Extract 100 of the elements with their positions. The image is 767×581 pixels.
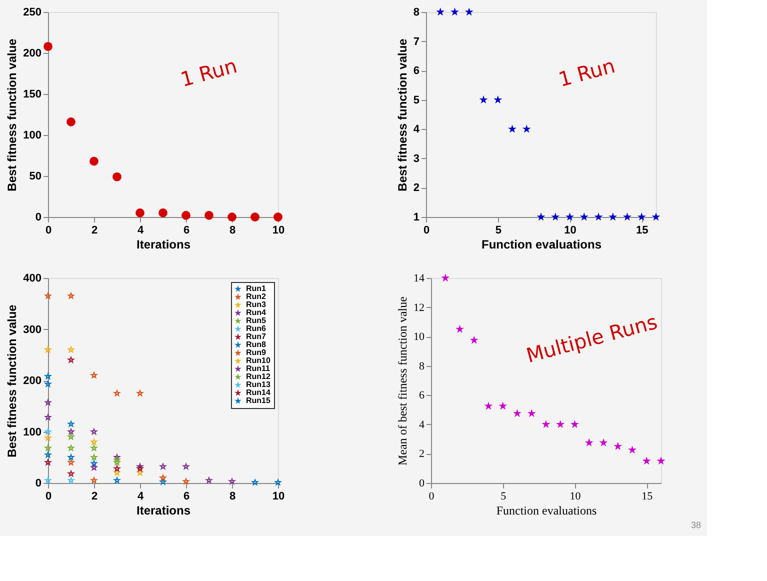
x-tick-label: 10 — [564, 224, 576, 236]
y-tick-label: 4 — [419, 418, 425, 431]
point — [68, 428, 74, 434]
x-tick-label: 6 — [183, 490, 190, 502]
point — [160, 463, 166, 470]
point — [182, 463, 190, 470]
y-tick-label: 0 — [35, 212, 42, 224]
point — [656, 456, 666, 465]
point — [580, 212, 588, 221]
point — [628, 446, 637, 454]
y-tick-label: 400 — [23, 272, 42, 284]
point — [536, 212, 546, 221]
point — [114, 390, 120, 396]
point — [68, 356, 74, 363]
point — [68, 444, 74, 451]
y-tick-label: 8 — [413, 6, 420, 18]
point — [136, 390, 144, 396]
y-axis-title: Best fitness function value — [5, 304, 20, 458]
legend-label: Run11 — [246, 364, 271, 373]
text: 38 — [690, 520, 702, 530]
point — [114, 477, 120, 484]
point — [44, 346, 52, 352]
point — [136, 463, 144, 470]
point — [44, 373, 52, 380]
point — [182, 478, 190, 484]
y-tick-label: 0 — [35, 478, 42, 490]
y-tick-label: 3 — [413, 152, 420, 165]
point — [527, 408, 536, 418]
point — [44, 459, 52, 466]
point — [68, 346, 74, 352]
y-tick-label: 150 — [23, 88, 42, 100]
y-tick-label: 8 — [419, 360, 425, 372]
point — [44, 399, 52, 406]
y-tick-label: 2 — [413, 182, 420, 194]
x-tick-label: 15 — [636, 224, 648, 236]
point — [44, 414, 52, 420]
point — [44, 380, 52, 387]
legend-label: Run1 — [246, 284, 267, 293]
legend-label: Run2 — [246, 292, 267, 301]
annotation: 1 Run — [178, 54, 240, 92]
x-tick-label: 4 — [137, 224, 144, 236]
point — [228, 212, 236, 222]
point — [542, 420, 550, 428]
point — [250, 212, 260, 222]
y-tick-label: 0 — [419, 478, 425, 490]
point — [494, 95, 502, 104]
point — [204, 210, 214, 220]
point — [136, 470, 144, 476]
x-tick-label: 10 — [272, 490, 285, 502]
legend-label: Run14 — [246, 388, 271, 397]
point — [68, 292, 74, 299]
legend-label: Run4 — [246, 308, 267, 317]
y-tick-label: 10 — [414, 331, 425, 344]
point — [455, 324, 464, 333]
point — [522, 124, 531, 133]
legend-label: Run7 — [246, 332, 267, 341]
point — [584, 438, 594, 446]
point — [90, 477, 98, 484]
x-tick-label: 10 — [570, 490, 582, 502]
point — [479, 95, 488, 104]
x-tick-label: 8 — [229, 490, 236, 502]
y-axis-title: Best fitness function value — [395, 38, 410, 192]
point — [44, 444, 52, 451]
point — [252, 479, 258, 486]
point — [614, 442, 622, 450]
point — [68, 420, 74, 427]
point — [158, 208, 168, 218]
x-tick-label: 5 — [495, 224, 502, 236]
y-tick-label: 7 — [413, 36, 420, 48]
point — [565, 212, 574, 221]
point — [90, 460, 98, 466]
point — [90, 428, 98, 434]
legend-label: Run3 — [246, 300, 267, 309]
legend-label: Run6 — [246, 324, 267, 333]
point — [436, 8, 445, 16]
point — [450, 8, 460, 16]
x-tick-label: 4 — [137, 490, 144, 502]
point — [90, 454, 98, 460]
x-tick-label: 8 — [229, 224, 236, 236]
y-tick-label: 250 — [23, 6, 42, 18]
point — [68, 434, 74, 440]
y-tick-label: 200 — [23, 48, 42, 60]
point — [622, 212, 632, 221]
point — [44, 292, 52, 299]
point — [90, 464, 98, 470]
annotation: Multiple Runs — [524, 310, 660, 368]
point — [114, 456, 120, 463]
point — [66, 117, 76, 126]
y-tick-label: 2 — [419, 448, 424, 460]
point — [44, 452, 52, 458]
y-tick-label: 5 — [413, 94, 420, 106]
point — [608, 212, 618, 221]
point — [90, 372, 98, 378]
y-tick-label: 100 — [23, 130, 42, 142]
point — [68, 477, 74, 484]
point — [652, 212, 660, 221]
point — [228, 478, 236, 484]
y-tick-label: 200 — [23, 375, 42, 387]
point — [90, 444, 98, 451]
point — [160, 474, 166, 481]
